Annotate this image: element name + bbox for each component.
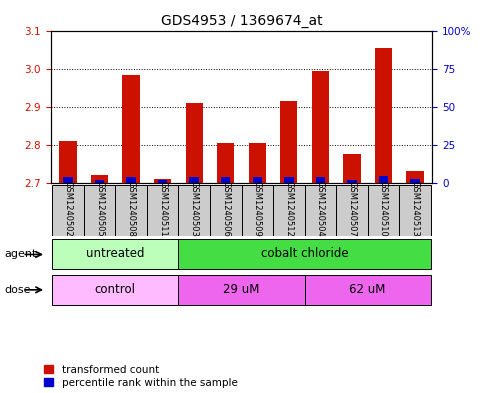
Text: GSM1240509: GSM1240509 <box>253 181 262 237</box>
Text: GSM1240510: GSM1240510 <box>379 181 388 237</box>
Bar <box>210 185 242 236</box>
Bar <box>178 275 305 305</box>
Bar <box>185 103 203 183</box>
Bar <box>368 185 399 236</box>
Text: GSM1240502: GSM1240502 <box>64 181 72 237</box>
Bar <box>52 275 178 305</box>
Bar <box>379 176 388 183</box>
Text: GSM1240506: GSM1240506 <box>221 181 230 237</box>
Bar <box>221 178 230 183</box>
Legend: transformed count, percentile rank within the sample: transformed count, percentile rank withi… <box>44 365 238 388</box>
Text: GSM1240512: GSM1240512 <box>284 181 293 237</box>
Bar <box>63 178 73 183</box>
Bar <box>52 185 84 236</box>
Bar <box>273 185 305 236</box>
Bar <box>305 185 336 236</box>
Bar <box>305 275 431 305</box>
Bar <box>253 178 262 183</box>
Bar <box>284 178 294 183</box>
Text: GSM1240504: GSM1240504 <box>316 181 325 237</box>
Text: cobalt chloride: cobalt chloride <box>261 247 348 260</box>
Bar <box>375 48 392 183</box>
Bar <box>178 239 431 270</box>
Text: GSM1240503: GSM1240503 <box>190 181 199 237</box>
Text: 62 uM: 62 uM <box>350 283 386 296</box>
Bar <box>52 239 178 270</box>
Bar <box>217 143 234 183</box>
Bar <box>123 75 140 183</box>
Text: GSM1240513: GSM1240513 <box>411 181 419 237</box>
Bar <box>147 185 178 236</box>
Text: untreated: untreated <box>86 247 144 260</box>
Bar <box>115 185 147 236</box>
Bar <box>315 178 325 183</box>
Bar <box>280 101 298 183</box>
Bar <box>91 175 108 183</box>
Text: dose: dose <box>5 285 31 295</box>
Bar <box>178 185 210 236</box>
Bar <box>189 177 199 183</box>
Bar <box>127 178 136 183</box>
Bar <box>347 180 356 183</box>
Bar <box>343 154 360 183</box>
Text: GSM1240505: GSM1240505 <box>95 181 104 237</box>
Bar <box>59 141 77 183</box>
Bar <box>95 180 104 183</box>
Bar <box>312 71 329 183</box>
Text: GSM1240507: GSM1240507 <box>347 181 356 237</box>
Text: 29 uM: 29 uM <box>223 283 260 296</box>
Bar <box>158 180 168 183</box>
Bar <box>249 143 266 183</box>
Bar <box>410 179 420 183</box>
Bar <box>406 171 424 183</box>
Bar <box>399 185 431 236</box>
Text: control: control <box>95 283 136 296</box>
Text: GDS4953 / 1369674_at: GDS4953 / 1369674_at <box>161 14 322 28</box>
Bar <box>242 185 273 236</box>
Text: GSM1240511: GSM1240511 <box>158 181 167 237</box>
Text: GSM1240508: GSM1240508 <box>127 181 136 237</box>
Bar <box>84 185 115 236</box>
Text: agent: agent <box>5 250 37 259</box>
Bar <box>336 185 368 236</box>
Bar <box>154 179 171 183</box>
